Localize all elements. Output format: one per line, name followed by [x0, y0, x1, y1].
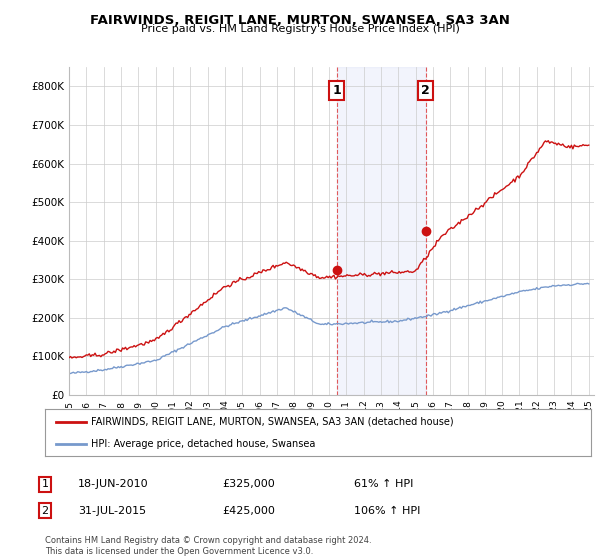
Text: 1: 1 [41, 479, 49, 489]
Text: 2: 2 [421, 84, 430, 97]
Text: Price paid vs. HM Land Registry's House Price Index (HPI): Price paid vs. HM Land Registry's House … [140, 24, 460, 34]
Text: 61% ↑ HPI: 61% ↑ HPI [354, 479, 413, 489]
Text: 106% ↑ HPI: 106% ↑ HPI [354, 506, 421, 516]
Text: 1: 1 [332, 84, 341, 97]
Text: FAIRWINDS, REIGIT LANE, MURTON, SWANSEA, SA3 3AN: FAIRWINDS, REIGIT LANE, MURTON, SWANSEA,… [90, 14, 510, 27]
Text: £425,000: £425,000 [222, 506, 275, 516]
Text: HPI: Average price, detached house, Swansea: HPI: Average price, detached house, Swan… [91, 438, 316, 449]
Text: 31-JUL-2015: 31-JUL-2015 [78, 506, 146, 516]
Text: 18-JUN-2010: 18-JUN-2010 [78, 479, 149, 489]
Text: £325,000: £325,000 [222, 479, 275, 489]
Text: 2: 2 [41, 506, 49, 516]
Text: Contains HM Land Registry data © Crown copyright and database right 2024.
This d: Contains HM Land Registry data © Crown c… [45, 536, 371, 556]
Bar [337, 67, 425, 395]
Text: FAIRWINDS, REIGIT LANE, MURTON, SWANSEA, SA3 3AN (detached house): FAIRWINDS, REIGIT LANE, MURTON, SWANSEA,… [91, 417, 454, 427]
